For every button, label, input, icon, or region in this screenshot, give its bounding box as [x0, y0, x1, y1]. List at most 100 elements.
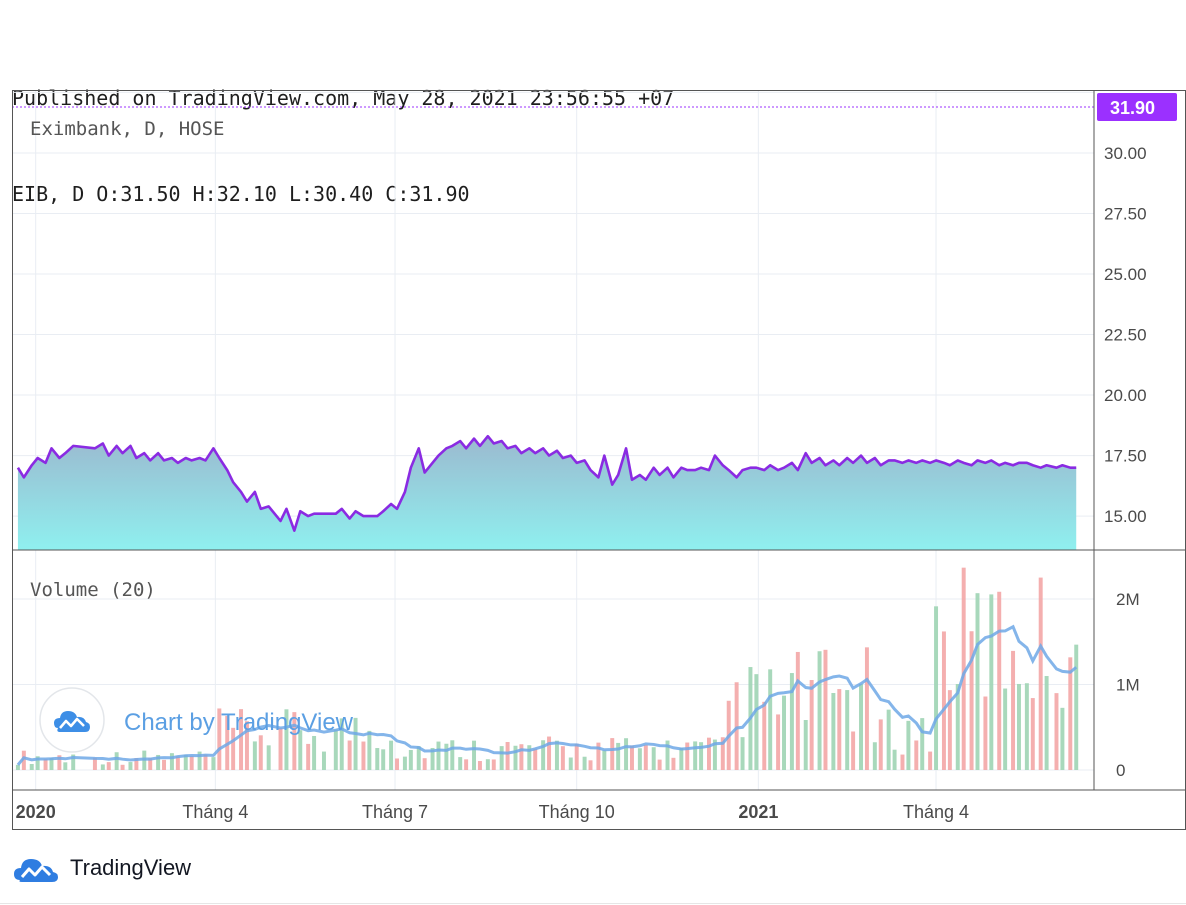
volume-bar — [450, 740, 455, 770]
volume-bar — [395, 758, 400, 770]
volume-bar — [128, 762, 133, 770]
volume-bar — [789, 673, 794, 770]
price-axis-tick-label: 15.00 — [1104, 507, 1147, 526]
volume-bar — [148, 758, 153, 770]
volume-bar — [685, 742, 690, 770]
volume-bar — [231, 727, 236, 770]
volume-bar — [258, 735, 263, 770]
volume-bar — [637, 748, 642, 770]
volume-bar — [43, 759, 48, 770]
volume-bar — [485, 759, 490, 770]
volume-bar — [306, 743, 311, 770]
volume-bar — [156, 754, 161, 770]
volume-bar — [134, 758, 139, 770]
volume-bar — [1044, 676, 1049, 770]
volume-bar — [740, 737, 745, 770]
volume-bar — [602, 750, 607, 770]
volume-bar — [823, 649, 828, 770]
time-axis-tick-label: 2020 — [16, 802, 56, 822]
volume-bar — [347, 740, 352, 770]
footer-brand-label: TradingView — [70, 855, 192, 880]
volume-bar — [35, 756, 40, 770]
price-axis-tick-label: 17.50 — [1104, 447, 1147, 466]
volume-axis-tick-label: 0 — [1116, 761, 1125, 780]
volume-bar — [643, 744, 648, 770]
volume-bar — [114, 752, 119, 770]
volume-bar — [402, 756, 407, 770]
price-axis-tick-label: 25.00 — [1104, 265, 1147, 284]
volume-bar — [892, 749, 897, 770]
volume-bar — [864, 647, 869, 770]
volume-pane-title: Volume (20) — [30, 579, 156, 601]
chart-canvas[interactable]: 15.00 17.50 20.00 22.50 25.00 27.50 30.00 31.90… — [12, 90, 1186, 830]
watermark-cloud-icon — [54, 711, 90, 732]
time-axis-tick-label: Tháng 10 — [539, 802, 615, 822]
volume-bar — [712, 739, 717, 770]
chart-frame[interactable]: 15.00 17.50 20.00 22.50 25.00 27.50 30.00 31.90… — [12, 90, 1186, 830]
volume-bar — [217, 708, 222, 770]
volume-bar — [947, 690, 952, 770]
volume-bar — [1074, 644, 1079, 770]
volume-bar — [554, 740, 559, 770]
volume-bar — [389, 740, 394, 770]
volume-bar — [278, 728, 283, 770]
volume-bar — [513, 745, 518, 770]
volume-bar — [120, 764, 125, 770]
volume-bar — [817, 651, 822, 770]
volume-bar — [776, 714, 781, 770]
volume-bar — [699, 742, 704, 770]
volume-bar — [588, 760, 593, 770]
volume-bar — [900, 754, 905, 770]
text-layer: Eximbank, D, HOSE Volume (20) — [30, 118, 224, 601]
footer-divider — [0, 903, 1186, 904]
volume-bar — [859, 683, 863, 770]
volume-bar — [969, 631, 974, 770]
watermark: Chart by TradingView — [39, 687, 354, 753]
volume-bar — [367, 730, 372, 770]
volume-bar — [252, 741, 257, 770]
volume-bar — [934, 606, 939, 770]
volume-bar — [21, 750, 26, 770]
volume-bar — [1054, 693, 1059, 770]
volume-bar — [560, 746, 565, 770]
volume-bar — [906, 720, 911, 770]
volume-bar — [651, 747, 656, 770]
price-pane-title: Eximbank, D, HOSE — [30, 118, 224, 140]
volume-bar — [831, 693, 836, 770]
volume-bar — [886, 709, 891, 770]
volume-bar — [803, 720, 808, 770]
volume-bar — [499, 746, 504, 770]
volume-bar — [616, 742, 621, 770]
volume-bar — [1038, 577, 1043, 770]
volume-bar — [333, 729, 338, 770]
price-axis-tick-label: 27.50 — [1104, 204, 1147, 223]
volume-bar — [519, 744, 524, 770]
volume-bar — [162, 759, 167, 770]
volume-bar — [458, 757, 463, 770]
volume-bar — [298, 730, 303, 770]
volume-bar — [809, 680, 814, 770]
volume-bar — [436, 741, 441, 770]
volume-bar — [1024, 683, 1029, 770]
volume-bar — [657, 759, 662, 770]
volume-bar — [596, 742, 601, 770]
volume-bar — [106, 762, 111, 770]
volume-bar — [100, 764, 105, 770]
volume-layer — [15, 567, 1079, 770]
volume-bar — [408, 750, 413, 770]
price-axis-tick-label: 30.00 — [1104, 144, 1147, 163]
volume-bar — [914, 740, 919, 770]
volume-bar — [57, 755, 62, 770]
volume-bar — [491, 759, 496, 770]
volume-bar — [430, 747, 435, 770]
volume-bar — [375, 748, 380, 770]
volume-bar — [312, 735, 317, 770]
volume-bar — [768, 669, 773, 770]
volume-bar — [837, 689, 842, 770]
volume-ma-line — [16, 624, 1078, 766]
tradingview-logo-icon — [14, 859, 58, 882]
footer-brand[interactable]: TradingView — [12, 850, 191, 886]
volume-bar — [706, 737, 711, 770]
volume-bar — [505, 741, 510, 770]
volume-bar — [175, 756, 180, 770]
